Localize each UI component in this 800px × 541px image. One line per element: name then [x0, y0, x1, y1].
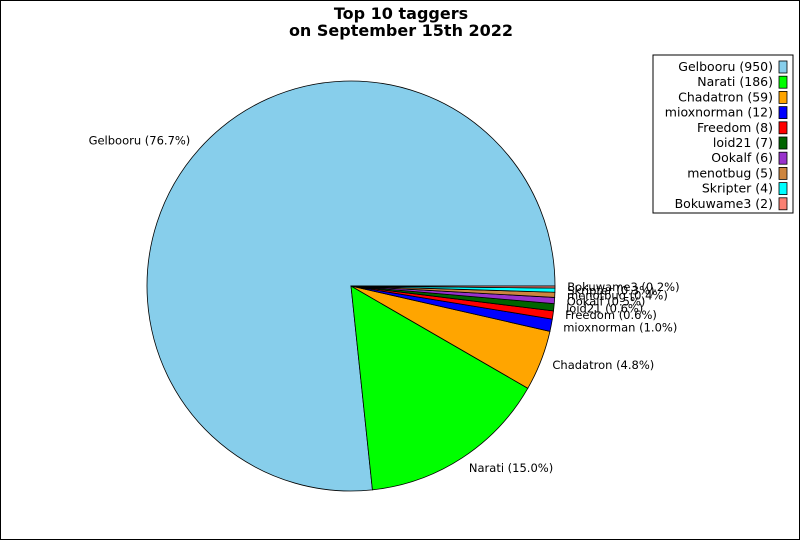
pie-slice-bokuwame3 — [350, 285, 556, 289]
legend-label-chadatron: Chadatron (59) — [678, 89, 773, 104]
legend-swatch-mioxnorman — [778, 106, 788, 119]
pie-slices — [146, 80, 556, 492]
slice-label-bokuwame3: Bokuwame3 (0.2%) — [567, 280, 679, 294]
slice-label-mioxnorman: mioxnorman (1.0%) — [563, 321, 677, 335]
legend-swatch-ookalf — [778, 151, 788, 165]
slice-labels: Gelbooru (76.7%) Narati (15.0%) Chadatron … — [89, 134, 680, 476]
legend-swatch-gelbooru — [778, 60, 788, 74]
slice-label-freedom: Freedom (0.6%) — [565, 308, 657, 322]
legend-swatch-chadatron — [778, 91, 788, 104]
slice-label-chadatron: Chadatron (4.8%) — [552, 358, 654, 372]
slice-label-gelbooru: Gelbooru (76.7%) — [89, 134, 191, 148]
legend-label-skripter: Skripter (4) — [702, 181, 773, 196]
legend-label-narati: Narati (186) — [697, 74, 773, 89]
slice-label-ookalf: Ookalf (0.5%) — [567, 294, 646, 308]
legend-label-ookalf: Ookalf (6) — [711, 150, 773, 165]
legend-swatch-bokuwame3 — [778, 197, 788, 211]
legend-swatch-loid21 — [778, 136, 788, 150]
legend-label-menotbug: menotbug (5) — [687, 165, 773, 180]
legend-box — [652, 54, 794, 214]
legend-swatch-freedom — [778, 121, 788, 135]
slice-label-skripter: Skripter (0.3%) — [567, 283, 654, 297]
legend-label-gelbooru: Gelbooru (950) — [678, 59, 773, 74]
slice-label-menotbug: menotbug (0.4%) — [567, 288, 668, 302]
legend-label-mioxnorman: mioxnorman (12) — [665, 105, 773, 120]
chart-title-line-2: on September 15th 2022 — [289, 21, 513, 40]
legend-label-bokuwame3: Bokuwame3 (2) — [675, 196, 773, 211]
chart-title-line-1: Top 10 taggers — [334, 4, 468, 23]
legend-label-freedom: Freedom (8) — [697, 120, 773, 135]
slice-label-narati: Narati (15.0%) — [469, 461, 553, 475]
legend-swatch-skripter — [778, 182, 788, 196]
legend-label-loid21: loid21 (7) — [713, 135, 773, 150]
pie-slice-narati — [350, 285, 529, 491]
legend-swatch-narati — [778, 75, 788, 89]
legend-swatch-menotbug — [778, 166, 788, 180]
legend: Gelbooru (950)Narati (186)Chadatron (59)… — [652, 54, 794, 214]
slice-label-loid21: loid21 (0.6%) — [566, 302, 643, 316]
